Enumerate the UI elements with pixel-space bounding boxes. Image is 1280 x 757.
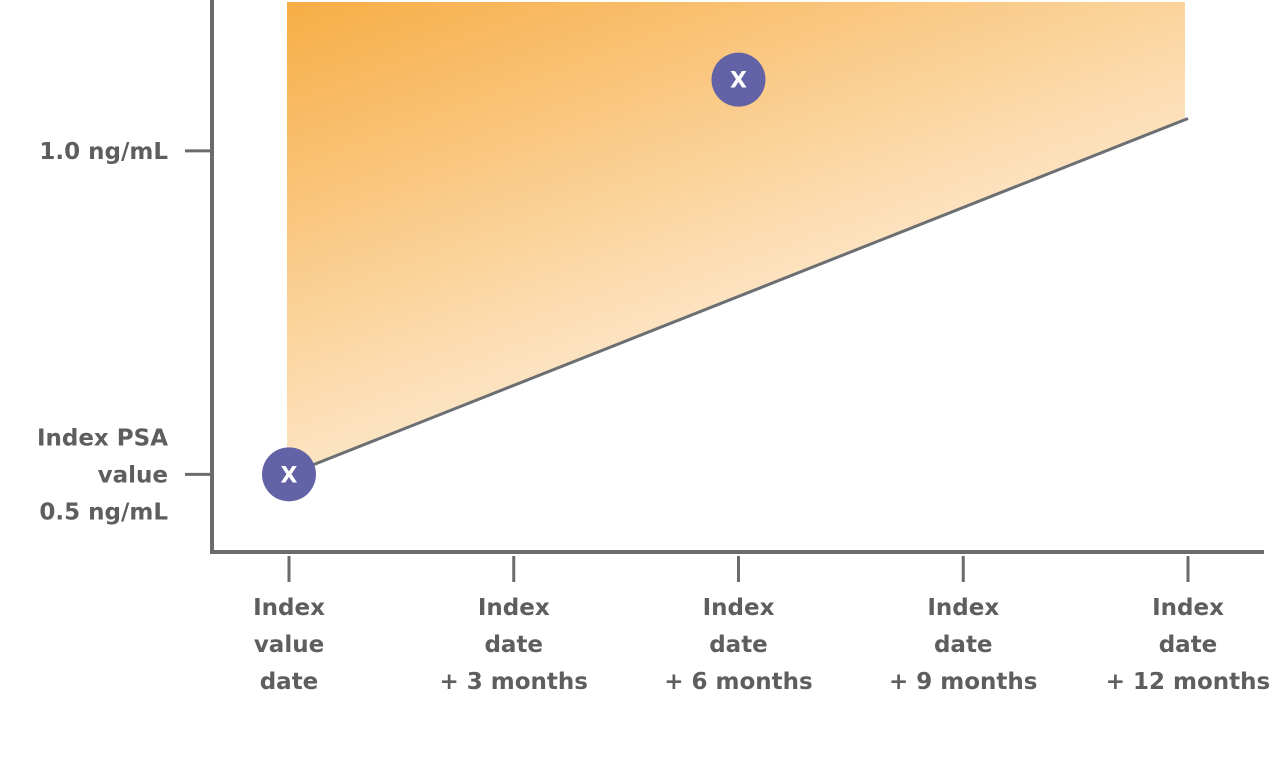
y-tick-label: 1.0 ng/mL xyxy=(39,139,168,165)
marker-circle xyxy=(262,447,316,502)
marker-0: X xyxy=(262,447,316,502)
series-line-0 xyxy=(288,117,1189,476)
x-tick-label: Index value date xyxy=(253,595,325,695)
axes xyxy=(210,0,1264,554)
shaded-region-layer xyxy=(287,2,1185,475)
x-tick-label: Index date + 6 months xyxy=(664,595,813,695)
x-tick-label: Index date + 12 months xyxy=(1106,595,1271,695)
markers: XX xyxy=(262,52,766,502)
series-line-layer xyxy=(288,117,1189,476)
marker-label: X xyxy=(730,69,747,94)
shaded-region xyxy=(287,2,1185,475)
x-ticks: Index value date Index date + 3 months Index da… xyxy=(253,556,1270,695)
marker-circle xyxy=(711,52,766,107)
y-tick-label: Index PSA value 0.5 ng/mL xyxy=(37,425,168,525)
marker-label: X xyxy=(281,463,298,488)
x-tick-label: Index date + 9 months xyxy=(889,595,1038,695)
marker-1: X xyxy=(711,52,766,107)
y-ticks: 1.0 ng/mL Index PSA value 0.5 ng/mL xyxy=(37,139,212,525)
x-tick-label: Index date + 3 months xyxy=(440,595,589,695)
